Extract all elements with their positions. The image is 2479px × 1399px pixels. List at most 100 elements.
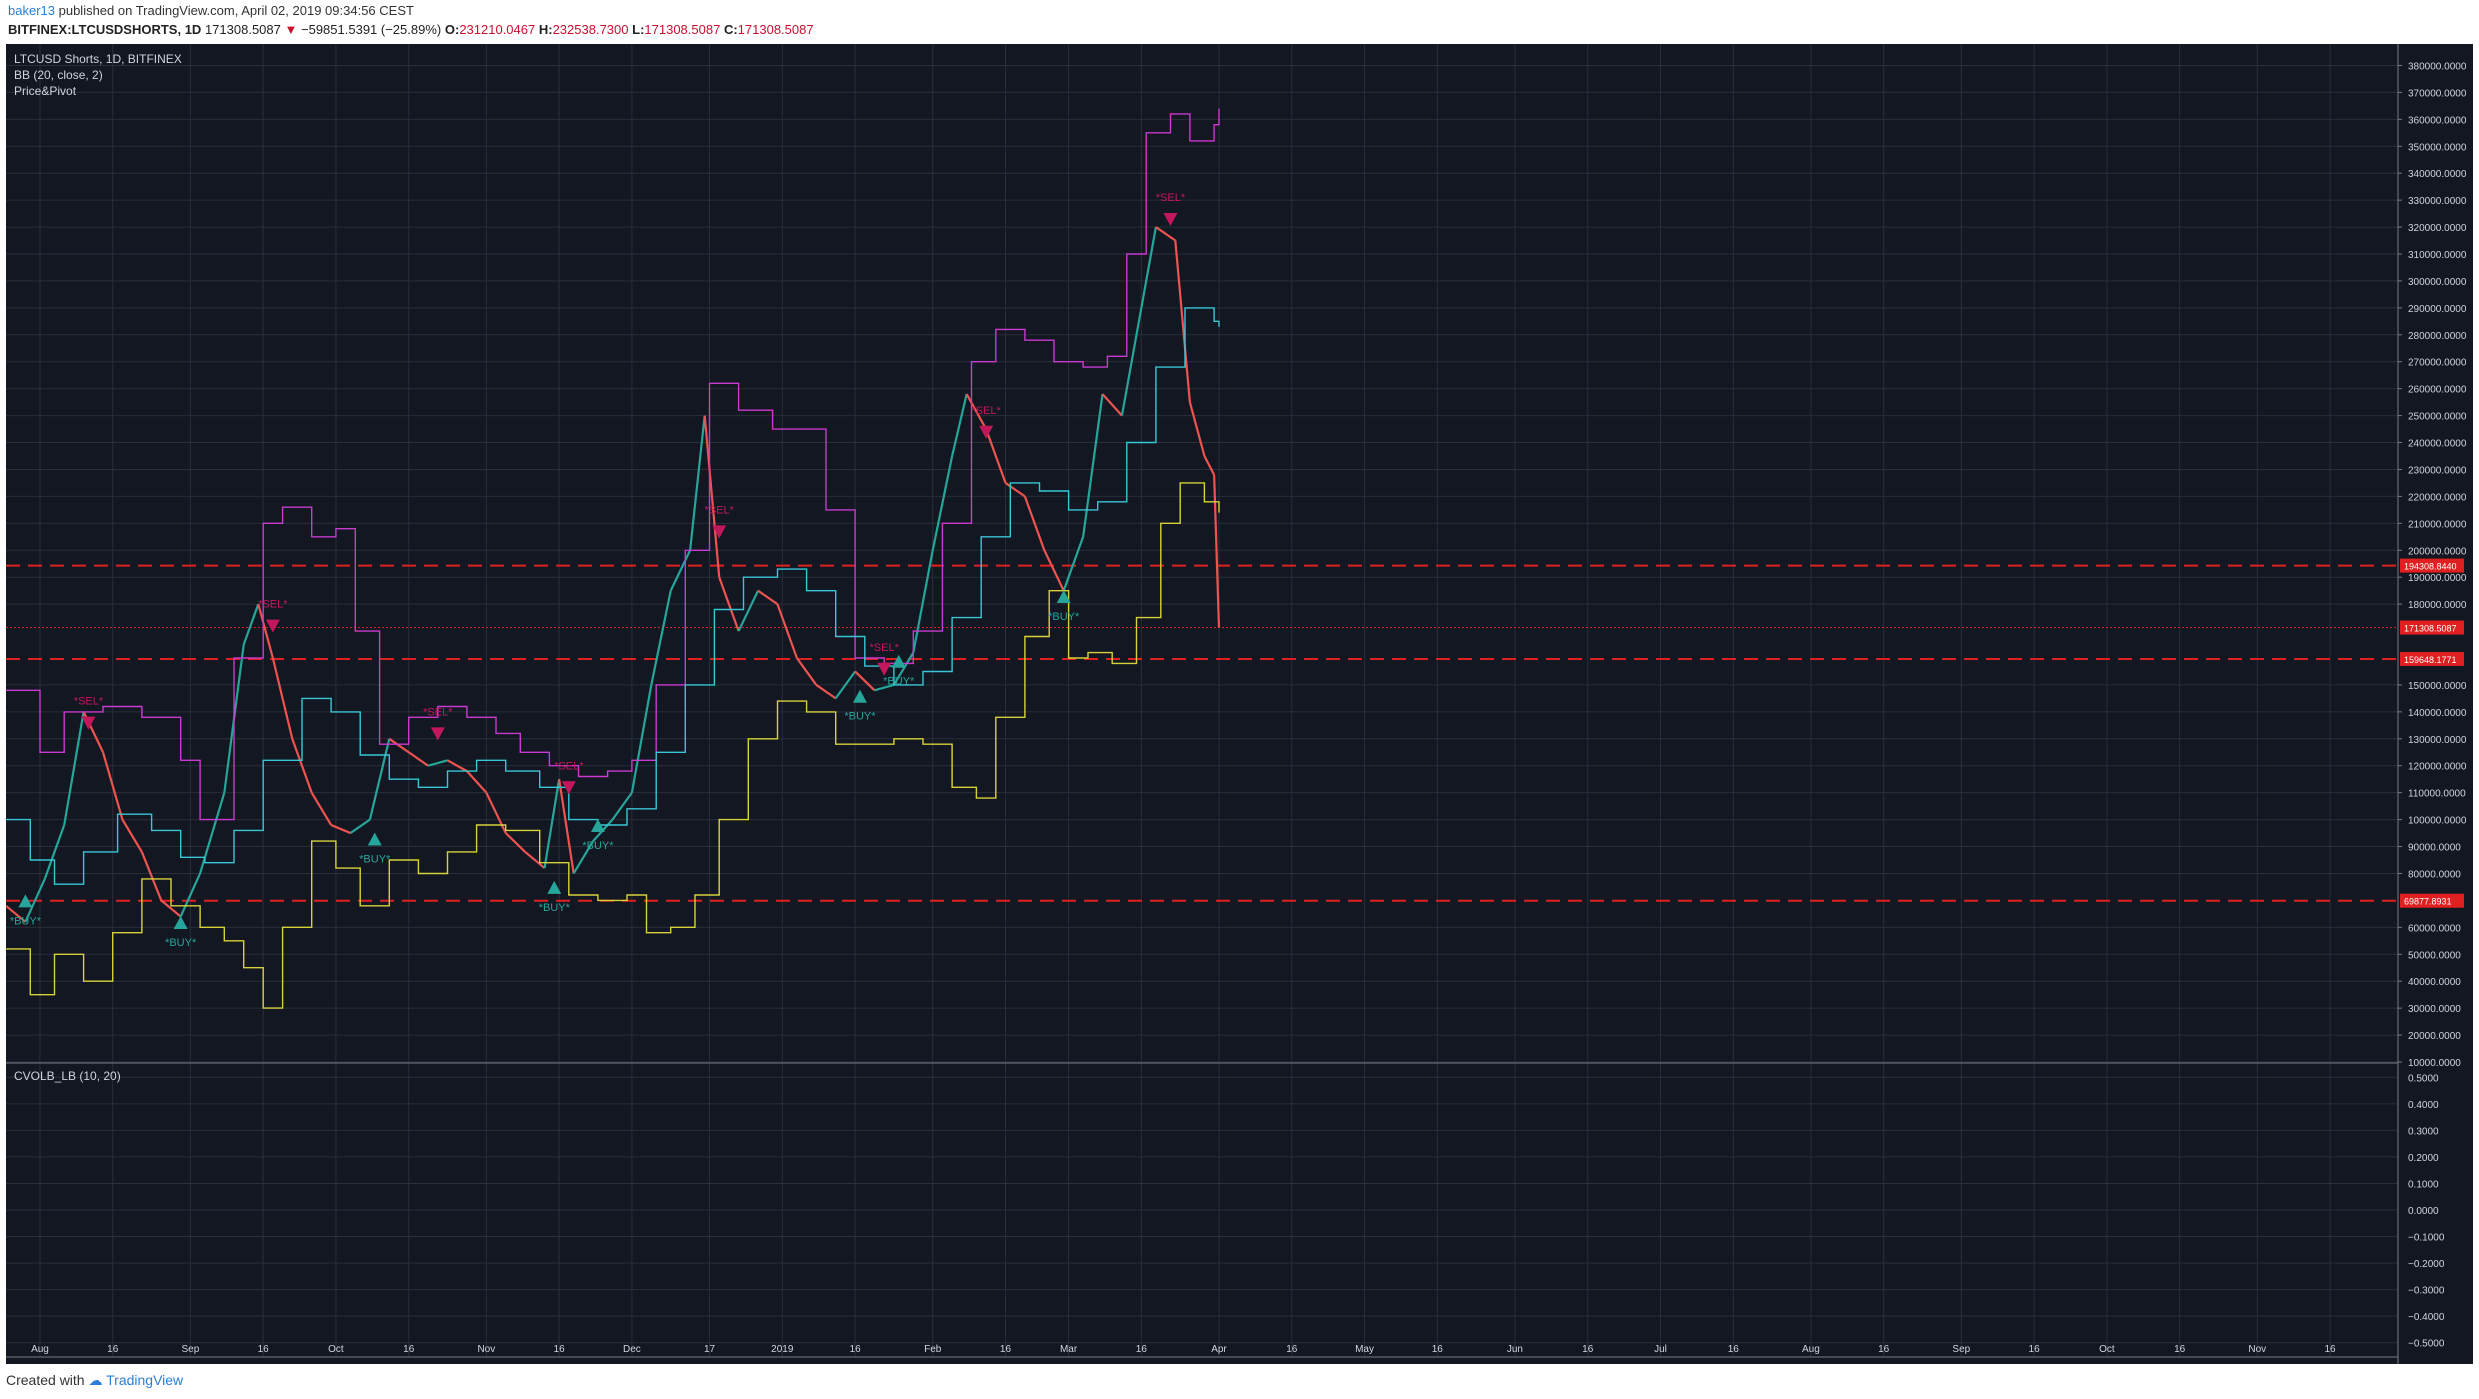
indicator-tick-label: 0.1000 — [2408, 1179, 2439, 1190]
x-tick-label: 16 — [554, 1344, 566, 1355]
legend-bb[interactable]: BB (20, close, 2) — [14, 68, 103, 82]
symbol-label: BITFINEX:LTCUSDSHORTS, 1D — [8, 22, 202, 37]
price-segment — [408, 751, 429, 767]
y-tick-label: 310000.0000 — [2408, 250, 2467, 261]
price-level-label: 194308.8440 — [2404, 562, 2457, 572]
legend-pivot[interactable]: Price&Pivot — [14, 84, 77, 98]
price-segment — [1188, 401, 1206, 457]
y-tick-label: 370000.0000 — [2408, 88, 2467, 99]
y-tick-label: 210000.0000 — [2408, 519, 2467, 530]
price-segment — [669, 549, 692, 592]
buy-signal-label: *BUY* — [359, 853, 391, 865]
indicator-tick-label: 0.0000 — [2408, 1206, 2439, 1217]
price-segment — [1203, 455, 1216, 476]
sell-signal-label: *SEL* — [74, 696, 104, 708]
buy-triangle-icon — [18, 894, 33, 908]
price-segment — [446, 759, 468, 773]
price-segment — [310, 792, 333, 826]
sell-signal-label: *SEL* — [1156, 192, 1186, 204]
bb-basis-line — [6, 307, 1220, 885]
y-tick-label: 380000.0000 — [2408, 61, 2467, 72]
author-link[interactable]: baker13 — [8, 3, 55, 18]
price-segment — [912, 550, 934, 653]
sell-signal-label: *SEL* — [258, 599, 288, 611]
buy-signal-label: *BUY* — [582, 840, 614, 852]
price-segment — [1174, 240, 1191, 403]
price-chart-svg[interactable]: *BUY* *SEL* *BUY* *SEL* *BUY* *SEL* *BUY* *SEL*… — [5, 44, 2473, 1364]
x-tick-label: 2019 — [771, 1344, 794, 1355]
price-segment — [199, 792, 226, 874]
y-tick-label: 150000.0000 — [2408, 681, 2467, 692]
footer: Created with ☁ TradingView — [6, 1372, 183, 1389]
chart-background — [6, 44, 2473, 1364]
price-segment — [558, 779, 575, 874]
x-tick-label: 16 — [2174, 1344, 2186, 1355]
x-tick-label: Dec — [623, 1344, 641, 1355]
price-segment — [795, 657, 818, 686]
sell-triangle-icon — [979, 425, 994, 439]
x-tick-label: Sep — [181, 1344, 199, 1355]
y-tick-label: 200000.0000 — [2408, 546, 2467, 557]
sell-triangle-icon — [1163, 212, 1178, 226]
price-segment — [543, 779, 561, 869]
price-segment — [1213, 474, 1221, 628]
tradingview-logo-icon: ☁ — [88, 1372, 103, 1388]
chart-area[interactable]: *BUY* *SEL* *BUY* *SEL* *BUY* *SEL* *BUY* *SEL*… — [5, 44, 2473, 1364]
indicator-tick-label: −0.1000 — [2408, 1233, 2445, 1244]
y-tick-label: 300000.0000 — [2408, 277, 2467, 288]
y-tick-label: 280000.0000 — [2408, 331, 2467, 342]
x-tick-label: 16 — [1582, 1344, 1594, 1355]
price-level-badge — [2400, 558, 2464, 573]
sell-signal-label: *SEL* — [423, 706, 453, 718]
price-segment — [140, 851, 163, 901]
x-tick-label: 16 — [403, 1344, 415, 1355]
x-tick-label: 16 — [2325, 1344, 2337, 1355]
price-segment — [776, 603, 798, 659]
tradingview-link[interactable]: TradingView — [106, 1372, 184, 1388]
axes-layer: 380000.0000 370000.0000 360000.0000 350000.… — [6, 44, 2473, 1364]
legend-indicator[interactable]: CVOLB_LB (10, 20) — [14, 1069, 121, 1083]
price-segment — [737, 590, 760, 632]
y-tick-label: 20000.0000 — [2408, 1031, 2461, 1042]
series-layer — [5, 108, 1221, 1009]
price-segment — [1062, 536, 1085, 592]
price-segment — [703, 415, 721, 578]
y-tick-label: 340000.0000 — [2408, 169, 2467, 180]
sell-triangle-icon — [81, 716, 96, 730]
indicator-tick-label: 0.4000 — [2408, 1100, 2439, 1111]
x-tick-label: Nov — [2248, 1344, 2266, 1355]
price-change: −59851.5391 (−25.89%) — [301, 22, 442, 37]
buy-triangle-icon — [590, 818, 605, 832]
y-tick-label: 120000.0000 — [2408, 762, 2467, 773]
legend-symbol[interactable]: LTCUSD Shorts, 1D, BITFINEX — [14, 52, 182, 66]
x-tick-label: 16 — [2029, 1344, 2041, 1355]
price-segment — [101, 751, 124, 820]
indicator-tick-label: 0.3000 — [2408, 1126, 2439, 1137]
x-tick-label: 16 — [1136, 1344, 1148, 1355]
bb-upper-line — [6, 108, 1220, 821]
y-tick-label: 260000.0000 — [2408, 385, 2467, 396]
price-segment — [368, 738, 391, 820]
price-segment — [572, 840, 595, 875]
price-segment — [874, 683, 895, 692]
y-tick-label: 190000.0000 — [2408, 573, 2467, 584]
price-segment — [689, 415, 706, 551]
x-tick-label: Oct — [2099, 1344, 2115, 1355]
sell-triangle-icon — [561, 781, 576, 795]
price-level-badge — [2400, 893, 2464, 908]
y-tick-label: 240000.0000 — [2408, 439, 2467, 450]
bb-lower-line — [6, 482, 1220, 1009]
buy-triangle-icon — [891, 654, 906, 668]
x-tick-label: Oct — [328, 1344, 344, 1355]
price-segment — [63, 711, 85, 826]
price-segment — [718, 576, 740, 632]
y-tick-label: 100000.0000 — [2408, 816, 2467, 827]
y-tick-label: 40000.0000 — [2408, 977, 2461, 988]
buy-triangle-icon — [173, 915, 188, 929]
price-segment — [985, 428, 1007, 484]
price-segment — [504, 832, 526, 853]
chart-header: baker13 published on TradingView.com, Ap… — [0, 0, 2479, 40]
price-segment — [630, 684, 653, 793]
x-tick-label: Aug — [31, 1344, 49, 1355]
y-tick-label: 330000.0000 — [2408, 196, 2467, 207]
